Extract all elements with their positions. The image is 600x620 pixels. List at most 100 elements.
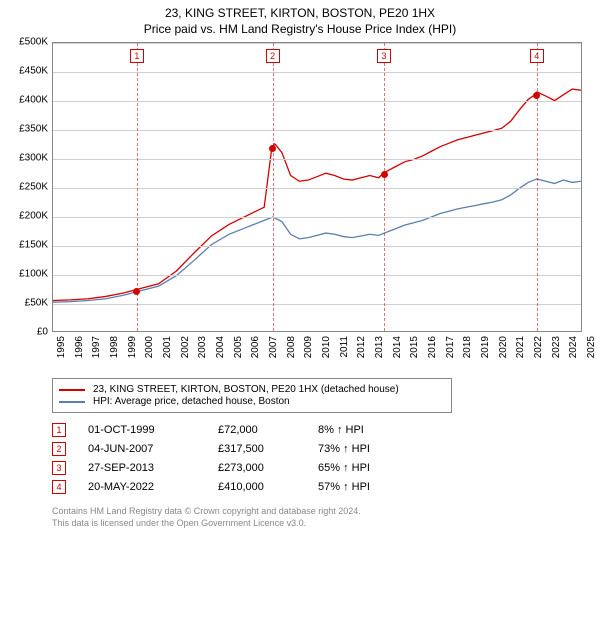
x-tick-label: 2007 (268, 336, 279, 376)
y-tick-label: £0 (37, 327, 48, 338)
event-marker-line (273, 43, 274, 331)
plot-region: 1 2 3 4 (52, 42, 582, 332)
y-tick-label: £400K (19, 95, 48, 106)
y-tick-label: £300K (19, 153, 48, 164)
y-tick-label: £250K (19, 182, 48, 193)
legend-item: HPI: Average price, detached house, Bost… (59, 396, 445, 407)
gridline (53, 130, 581, 131)
event-badge: 4 (52, 480, 66, 494)
title-address: 23, KING STREET, KIRTON, BOSTON, PE20 1H… (10, 6, 590, 20)
x-tick-label: 2009 (303, 336, 314, 376)
x-tick-label: 2011 (339, 336, 350, 376)
x-tick-label: 2012 (356, 336, 367, 376)
x-tick-label: 2020 (498, 336, 509, 376)
event-price: £273,000 (218, 462, 318, 474)
event-price: £410,000 (218, 481, 318, 493)
gridline (53, 72, 581, 73)
x-tick-label: 2006 (250, 336, 261, 376)
y-tick-label: £150K (19, 240, 48, 251)
event-row: 1 01-OCT-1999£72,0008% ↑ HPI (52, 423, 590, 437)
x-tick-label: 2004 (215, 336, 226, 376)
x-tick-label: 2015 (409, 336, 420, 376)
gridline (53, 188, 581, 189)
legend-swatch (59, 401, 85, 403)
y-tick-label: £450K (19, 66, 48, 77)
event-badge: 1 (52, 423, 66, 437)
event-date: 20-MAY-2022 (88, 481, 218, 493)
event-marker-badge: 4 (530, 49, 544, 63)
chart-container: 23, KING STREET, KIRTON, BOSTON, PE20 1H… (0, 0, 600, 620)
legend-swatch (59, 389, 85, 391)
y-tick-label: £350K (19, 124, 48, 135)
gridline (53, 304, 581, 305)
title-subtitle: Price paid vs. HM Land Registry's House … (10, 22, 590, 36)
event-badge: 3 (52, 461, 66, 475)
event-table: 101-OCT-1999£72,0008% ↑ HPI204-JUN-2007£… (52, 423, 590, 494)
x-tick-label: 2018 (462, 336, 473, 376)
legend-label: HPI: Average price, detached house, Bost… (93, 396, 290, 407)
x-tick-label: 2003 (197, 336, 208, 376)
event-marker-line (537, 43, 538, 331)
legend-label: 23, KING STREET, KIRTON, BOSTON, PE20 1H… (93, 384, 399, 395)
x-tick-label: 1995 (56, 336, 67, 376)
footer-attribution: Contains HM Land Registry data © Crown c… (52, 506, 590, 529)
x-tick-label: 2008 (286, 336, 297, 376)
event-price: £72,000 (218, 424, 318, 436)
gridline (53, 275, 581, 276)
x-tick-label: 2016 (427, 336, 438, 376)
x-tick-label: 2014 (392, 336, 403, 376)
x-tick-label: 1997 (91, 336, 102, 376)
legend-box: 23, KING STREET, KIRTON, BOSTON, PE20 1H… (52, 378, 452, 413)
gridline (53, 217, 581, 218)
event-row: 4 20-MAY-2022£410,00057% ↑ HPI (52, 480, 590, 494)
event-marker-dot (381, 171, 388, 178)
legend-item: 23, KING STREET, KIRTON, BOSTON, PE20 1H… (59, 384, 445, 395)
event-pct: 73% ↑ HPI (318, 443, 428, 455)
x-tick-label: 2024 (568, 336, 579, 376)
event-pct: 65% ↑ HPI (318, 462, 428, 474)
gridline (53, 246, 581, 247)
series-property-line (53, 89, 581, 300)
event-marker-badge: 3 (377, 49, 391, 63)
chart-area: 1 2 3 4 £0 £50K £100K £150K £200K £250K £300K £350… (10, 42, 590, 372)
event-date: 27-SEP-2013 (88, 462, 218, 474)
event-date: 01-OCT-1999 (88, 424, 218, 436)
x-tick-label: 2019 (480, 336, 491, 376)
event-pct: 57% ↑ HPI (318, 481, 428, 493)
x-tick-label: 2010 (321, 336, 332, 376)
x-tick-label: 2023 (551, 336, 562, 376)
event-row: 2 04-JUN-2007£317,50073% ↑ HPI (52, 442, 590, 456)
y-tick-label: £500K (19, 37, 48, 48)
gridline (53, 159, 581, 160)
event-marker-badge: 1 (130, 49, 144, 63)
x-tick-label: 2000 (144, 336, 155, 376)
x-tick-label: 2005 (233, 336, 244, 376)
event-price: £317,500 (218, 443, 318, 455)
footer-line: Contains HM Land Registry data © Crown c… (52, 506, 590, 518)
footer-line: This data is licensed under the Open Gov… (52, 518, 590, 530)
x-tick-label: 2002 (180, 336, 191, 376)
x-tick-label: 2022 (533, 336, 544, 376)
event-date: 04-JUN-2007 (88, 443, 218, 455)
x-tick-label: 2017 (445, 336, 456, 376)
y-tick-label: £200K (19, 211, 48, 222)
x-tick-label: 1999 (127, 336, 138, 376)
event-row: 3 27-SEP-2013£273,00065% ↑ HPI (52, 461, 590, 475)
line-svg (53, 43, 581, 331)
gridline (53, 43, 581, 44)
series-hpi-line (53, 179, 581, 302)
event-marker-line (384, 43, 385, 331)
event-marker-badge: 2 (266, 49, 280, 63)
event-badge: 2 (52, 442, 66, 456)
x-tick-label: 1998 (109, 336, 120, 376)
y-tick-label: £50K (25, 298, 48, 309)
x-tick-label: 1996 (74, 336, 85, 376)
x-tick-label: 2025 (586, 336, 597, 376)
x-tick-label: 2021 (515, 336, 526, 376)
y-tick-label: £100K (19, 269, 48, 280)
gridline (53, 101, 581, 102)
event-pct: 8% ↑ HPI (318, 424, 428, 436)
event-marker-dot (533, 92, 540, 99)
x-tick-label: 2001 (162, 336, 173, 376)
x-tick-label: 2013 (374, 336, 385, 376)
